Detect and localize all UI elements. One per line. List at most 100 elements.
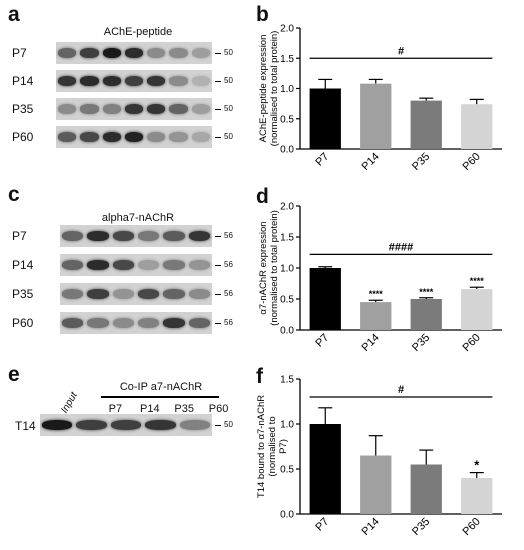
blot-band <box>87 231 109 241</box>
blot-band <box>80 104 99 114</box>
y-tick-label: 1.5 <box>280 375 294 386</box>
blot-band <box>80 76 99 86</box>
blot-row-label: P7 <box>12 46 27 60</box>
blot-band <box>87 289 109 299</box>
blot-strip <box>56 126 212 148</box>
blot-band <box>163 289 185 299</box>
y-tick-label: 0.5 <box>280 114 294 125</box>
y-axis-label: AChE-peptide expression <box>258 35 269 143</box>
blot-band <box>147 132 166 142</box>
bar-p7 <box>309 88 341 149</box>
coip-lane-label: P60 <box>208 403 229 415</box>
y-tick-label: 0.5 <box>280 465 294 476</box>
mw-tick <box>215 236 221 237</box>
x-tick-label: P35 <box>410 332 432 354</box>
blot-band <box>112 318 134 328</box>
blot-band <box>112 260 134 270</box>
y-tick-label: 1.5 <box>280 54 294 65</box>
bar-p14 <box>360 302 392 330</box>
blot-band <box>112 289 134 299</box>
mw-marker-label: 50 <box>224 420 233 429</box>
bar-significance-mark: **** <box>419 287 434 297</box>
bar-p7 <box>309 268 341 330</box>
panel-letter-a: a <box>8 3 20 26</box>
mw-marker-label: 50 <box>224 104 233 113</box>
blot-row-label: P35 <box>12 102 34 116</box>
chart-b: 0.0 0.5 1.0 1.5 2.0 AChE-peptide expression (n… <box>258 24 502 173</box>
y-tick-label: 0.5 <box>280 295 294 306</box>
panel-letter-e: e <box>8 363 20 386</box>
blot-c-title: alpha7-nAChR <box>101 212 175 224</box>
blot-band <box>138 260 160 270</box>
blot-band <box>102 132 121 142</box>
bar-significance-mark: **** <box>369 289 384 299</box>
blot-band <box>188 260 210 270</box>
blot-a-title: AChE-peptide <box>103 26 173 38</box>
coip-lane-label: P35 <box>174 403 194 415</box>
blot-strip <box>60 225 212 247</box>
y-tick-label: 1.0 <box>280 420 294 431</box>
blot-row-label: P7 <box>12 229 27 243</box>
mw-marker-label: 50 <box>224 76 233 85</box>
y-tick-label: 2.0 <box>280 202 294 213</box>
chart-d: 0.0 0.5 1.0 1.5 2.0 α7-nAChR expression (norma… <box>258 202 502 354</box>
blot-strip <box>60 254 212 276</box>
blot-band <box>191 48 210 58</box>
blot-band <box>58 76 77 86</box>
blot-band <box>112 231 134 241</box>
mw-tick <box>215 425 221 426</box>
blot-band <box>188 289 210 299</box>
blot-row-label: P35 <box>12 287 34 301</box>
y-axis-label: (normalised to total protein) <box>269 31 280 147</box>
blot-strip <box>60 312 212 334</box>
blot-band <box>163 260 185 270</box>
blot-band <box>87 260 109 270</box>
blot-band <box>188 231 210 241</box>
bar-significance-mark: * <box>474 458 480 473</box>
blot-band <box>58 104 77 114</box>
y-tick-label: 2.0 <box>280 24 294 35</box>
blot-band <box>62 231 84 241</box>
mw-tick <box>215 323 221 324</box>
x-tick-label: P7 <box>313 332 331 350</box>
chart-f: 0.0 0.5 1.0 1.5 T14 bound to α7-nAChR (normal… <box>256 375 502 538</box>
blot-band <box>179 420 210 430</box>
mw-tick <box>215 294 221 295</box>
bar-p60 <box>461 478 493 514</box>
blot-band <box>138 289 160 299</box>
y-tick-label: 1.5 <box>280 233 294 244</box>
blot-band <box>145 420 176 430</box>
blot-band <box>87 318 109 328</box>
bar-p60 <box>461 104 493 149</box>
panel-letter-d: d <box>256 185 269 208</box>
blot-band <box>58 48 77 58</box>
blot-band <box>124 48 144 58</box>
blot-band <box>138 231 160 241</box>
blot-row-label: P60 <box>12 130 34 144</box>
blot-band <box>76 420 107 430</box>
blot-band <box>169 132 188 142</box>
y-axis-label: (normalised to total protein) <box>269 210 280 326</box>
y-axis-label: (normalised to <box>267 416 278 476</box>
mw-marker-label: 56 <box>224 289 233 298</box>
coip-bracket-line <box>101 396 219 398</box>
y-axis-label: T14 bound to α7-nAChR <box>256 395 267 498</box>
y-axis-label: α7-nAChR expression <box>258 221 269 314</box>
blot-band <box>62 318 84 328</box>
blot-row-label: P14 <box>12 74 34 88</box>
blot-band <box>102 76 121 86</box>
blot-band <box>147 76 166 86</box>
y-axis-label: P7) <box>278 439 289 454</box>
blot-band <box>163 318 185 328</box>
x-tick-label: P14 <box>360 151 382 173</box>
blot-strip <box>56 70 212 92</box>
bar-p35 <box>410 100 442 149</box>
blot-band <box>110 420 142 430</box>
x-tick-label: P60 <box>461 151 483 173</box>
y-tick-label: 1.0 <box>280 264 294 275</box>
blot-band <box>124 76 144 86</box>
x-tick-label: P60 <box>461 516 483 538</box>
significance-label: # <box>398 384 404 396</box>
mw-marker-label: 56 <box>224 260 233 269</box>
blot-strip <box>56 42 212 64</box>
